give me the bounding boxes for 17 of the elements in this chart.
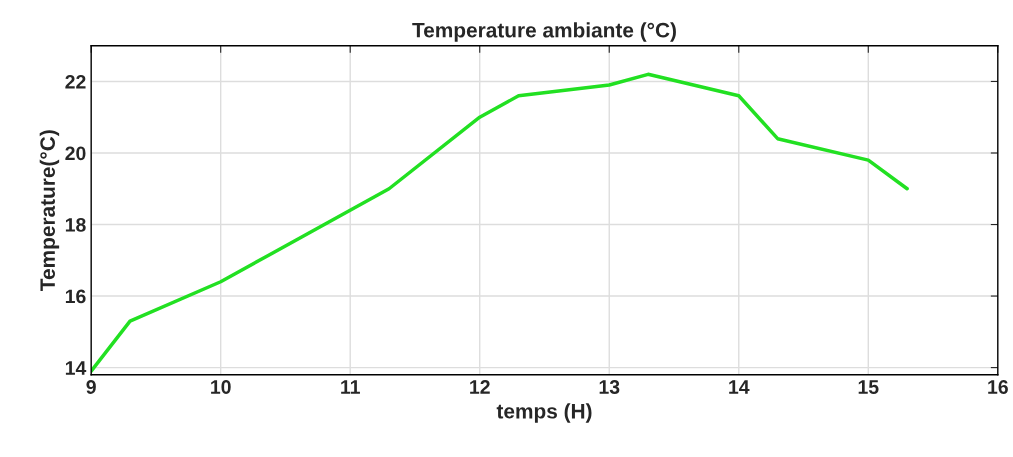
x-tick-label: 15 <box>858 380 879 394</box>
x-tick-label: 16 <box>988 380 1008 394</box>
x-tick-label: 9 <box>86 380 96 394</box>
y-tick-label: 14 <box>65 361 87 375</box>
y-axis-title: Temperature(°C) <box>39 130 60 291</box>
x-tick-label: 10 <box>211 380 231 394</box>
x-axis-title: temps (H) <box>496 403 592 423</box>
y-tick-label: 18 <box>65 217 86 232</box>
line-series <box>91 72 909 373</box>
x-tick-label: 14 <box>729 380 750 394</box>
y-tick-label: 16 <box>65 289 86 304</box>
x-tick-label: 11 <box>341 380 360 394</box>
y-tick-label: 22 <box>65 74 86 89</box>
chart-title: Temperature ambiante (°C) <box>412 22 676 42</box>
x-tick-label: 12 <box>470 380 490 394</box>
y-tick-label: 20 <box>65 146 86 161</box>
x-tick-label: 13 <box>599 380 620 394</box>
